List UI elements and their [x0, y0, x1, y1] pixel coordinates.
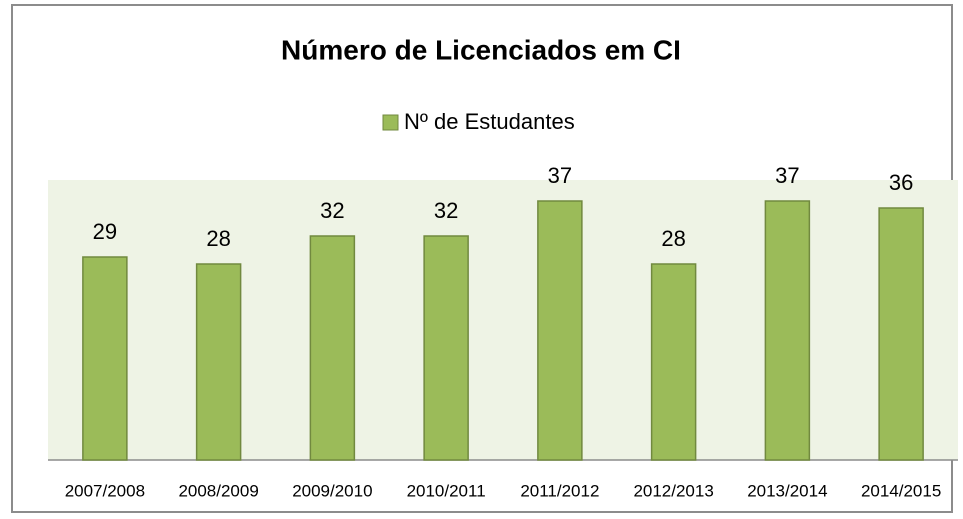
- data-label: 36: [889, 170, 913, 195]
- bar: [195, 263, 242, 461]
- plot-area: [48, 180, 958, 460]
- x-tick-label: 2009/2010: [292, 481, 372, 500]
- legend-label: Nº de Estudantes: [404, 109, 575, 134]
- legend-swatch: [382, 114, 399, 131]
- x-tick-label: 2013/2014: [747, 481, 827, 500]
- x-tick-label: 2008/2009: [178, 481, 258, 500]
- x-tick-label: 2007/2008: [65, 481, 145, 500]
- bar: [537, 200, 583, 461]
- data-label: 32: [320, 198, 344, 223]
- x-tick-label: 2010/2011: [407, 481, 486, 500]
- data-label: 28: [661, 226, 685, 251]
- x-tick-label: 2012/2013: [633, 481, 713, 500]
- x-tick-label: 2014/2015: [861, 481, 941, 500]
- data-label: 28: [206, 226, 230, 251]
- chart-title: Número de Licenciados em CI: [281, 34, 681, 65]
- data-label: 37: [548, 163, 572, 188]
- bar: [82, 256, 128, 461]
- data-label: 29: [93, 219, 117, 244]
- bar: [878, 207, 924, 461]
- bar: [650, 263, 697, 461]
- data-label: 32: [434, 198, 458, 223]
- data-label: 37: [775, 163, 799, 188]
- bar: [423, 235, 469, 461]
- bar: [309, 235, 356, 461]
- x-tick-label: 2011/2012: [520, 481, 599, 500]
- bar: [764, 200, 811, 461]
